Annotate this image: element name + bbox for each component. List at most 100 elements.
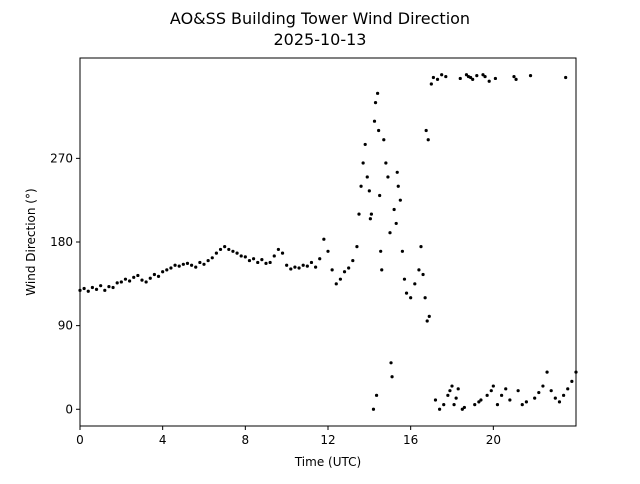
data-point: [123, 277, 128, 281]
data-point: [528, 74, 533, 78]
data-point: [574, 370, 578, 374]
data-point: [318, 257, 322, 261]
data-point: [419, 245, 423, 249]
data-point: [177, 264, 181, 268]
data-point: [475, 74, 479, 78]
data-point: [293, 265, 297, 269]
data-point: [395, 170, 399, 174]
data-point: [426, 138, 430, 142]
data-point: [446, 393, 450, 397]
data-point: [377, 128, 381, 133]
data-point: [562, 393, 566, 397]
data-point: [338, 277, 342, 281]
x-tick-label: 8: [242, 433, 250, 447]
data-point: [206, 258, 210, 263]
data-point: [524, 400, 529, 404]
data-point: [161, 270, 165, 274]
data-point: [94, 287, 99, 291]
data-point: [90, 285, 94, 290]
x-tick-label: 16: [403, 433, 418, 447]
data-point: [165, 268, 169, 272]
data-point: [435, 77, 440, 81]
data-point: [260, 258, 264, 262]
data-point: [448, 389, 452, 393]
data-point: [382, 138, 386, 142]
data-point: [369, 212, 373, 216]
data-point: [359, 184, 363, 188]
data-point: [301, 263, 305, 267]
data-point: [440, 73, 444, 77]
data-point: [464, 73, 469, 77]
data-point: [485, 393, 489, 397]
data-point: [417, 268, 421, 272]
data-point: [223, 245, 227, 249]
data-point: [533, 396, 537, 400]
data-point: [305, 264, 309, 268]
data-point: [458, 76, 462, 81]
data-point: [371, 407, 376, 411]
data-point: [431, 75, 435, 80]
data-point: [365, 175, 369, 179]
data-point: [493, 76, 497, 81]
data-point: [473, 403, 477, 407]
data-point: [173, 263, 177, 267]
data-point: [280, 251, 285, 255]
data-point: [202, 262, 206, 266]
data-point: [214, 251, 218, 255]
data-point: [444, 74, 448, 79]
data-point: [404, 291, 409, 295]
data-point: [103, 288, 107, 292]
data-point: [500, 393, 504, 397]
data-point: [489, 389, 493, 393]
data-point: [520, 403, 524, 407]
data-point: [276, 247, 280, 252]
data-point: [190, 263, 194, 267]
data-point: [386, 175, 390, 179]
data-point: [314, 265, 318, 269]
data-point: [398, 198, 402, 202]
data-point: [471, 77, 475, 81]
data-point: [514, 77, 518, 81]
data-point: [516, 389, 520, 393]
data-point: [425, 319, 429, 323]
data-point: [390, 375, 394, 379]
data-point: [128, 279, 132, 283]
data-point: [402, 277, 407, 281]
data-point: [545, 370, 549, 374]
data-point: [424, 128, 428, 133]
data-point: [119, 280, 123, 284]
data-point: [156, 274, 161, 278]
data-point: [82, 286, 86, 291]
data-point: [252, 257, 256, 261]
data-point: [373, 101, 378, 105]
data-point: [243, 255, 247, 259]
data-point: [185, 261, 190, 265]
data-point: [198, 260, 202, 265]
data-point: [454, 396, 458, 400]
data-point: [169, 266, 173, 270]
data-point: [388, 231, 392, 235]
data-point: [379, 249, 383, 253]
data-point: [460, 407, 464, 411]
data-point: [537, 390, 541, 395]
data-point: [479, 398, 483, 402]
data-point: [427, 314, 431, 318]
data-point: [140, 278, 144, 282]
data-point: [239, 254, 243, 258]
y-tick-label: 180: [50, 235, 73, 249]
data-point: [218, 247, 223, 252]
data-point: [148, 276, 152, 280]
data-point: [357, 212, 361, 216]
data-point: [361, 161, 365, 165]
data-point: [347, 266, 351, 270]
x-tick-label: 12: [320, 433, 335, 447]
data-point: [495, 403, 500, 407]
data-point: [491, 384, 495, 388]
data-point: [413, 282, 417, 286]
data-point: [363, 142, 367, 147]
data-point: [384, 161, 388, 165]
x-tick-label: 20: [486, 433, 501, 447]
chart-title: AO&SS Building Tower Wind Direction: [170, 9, 470, 28]
x-axis-label: Time (UTC): [294, 455, 361, 469]
